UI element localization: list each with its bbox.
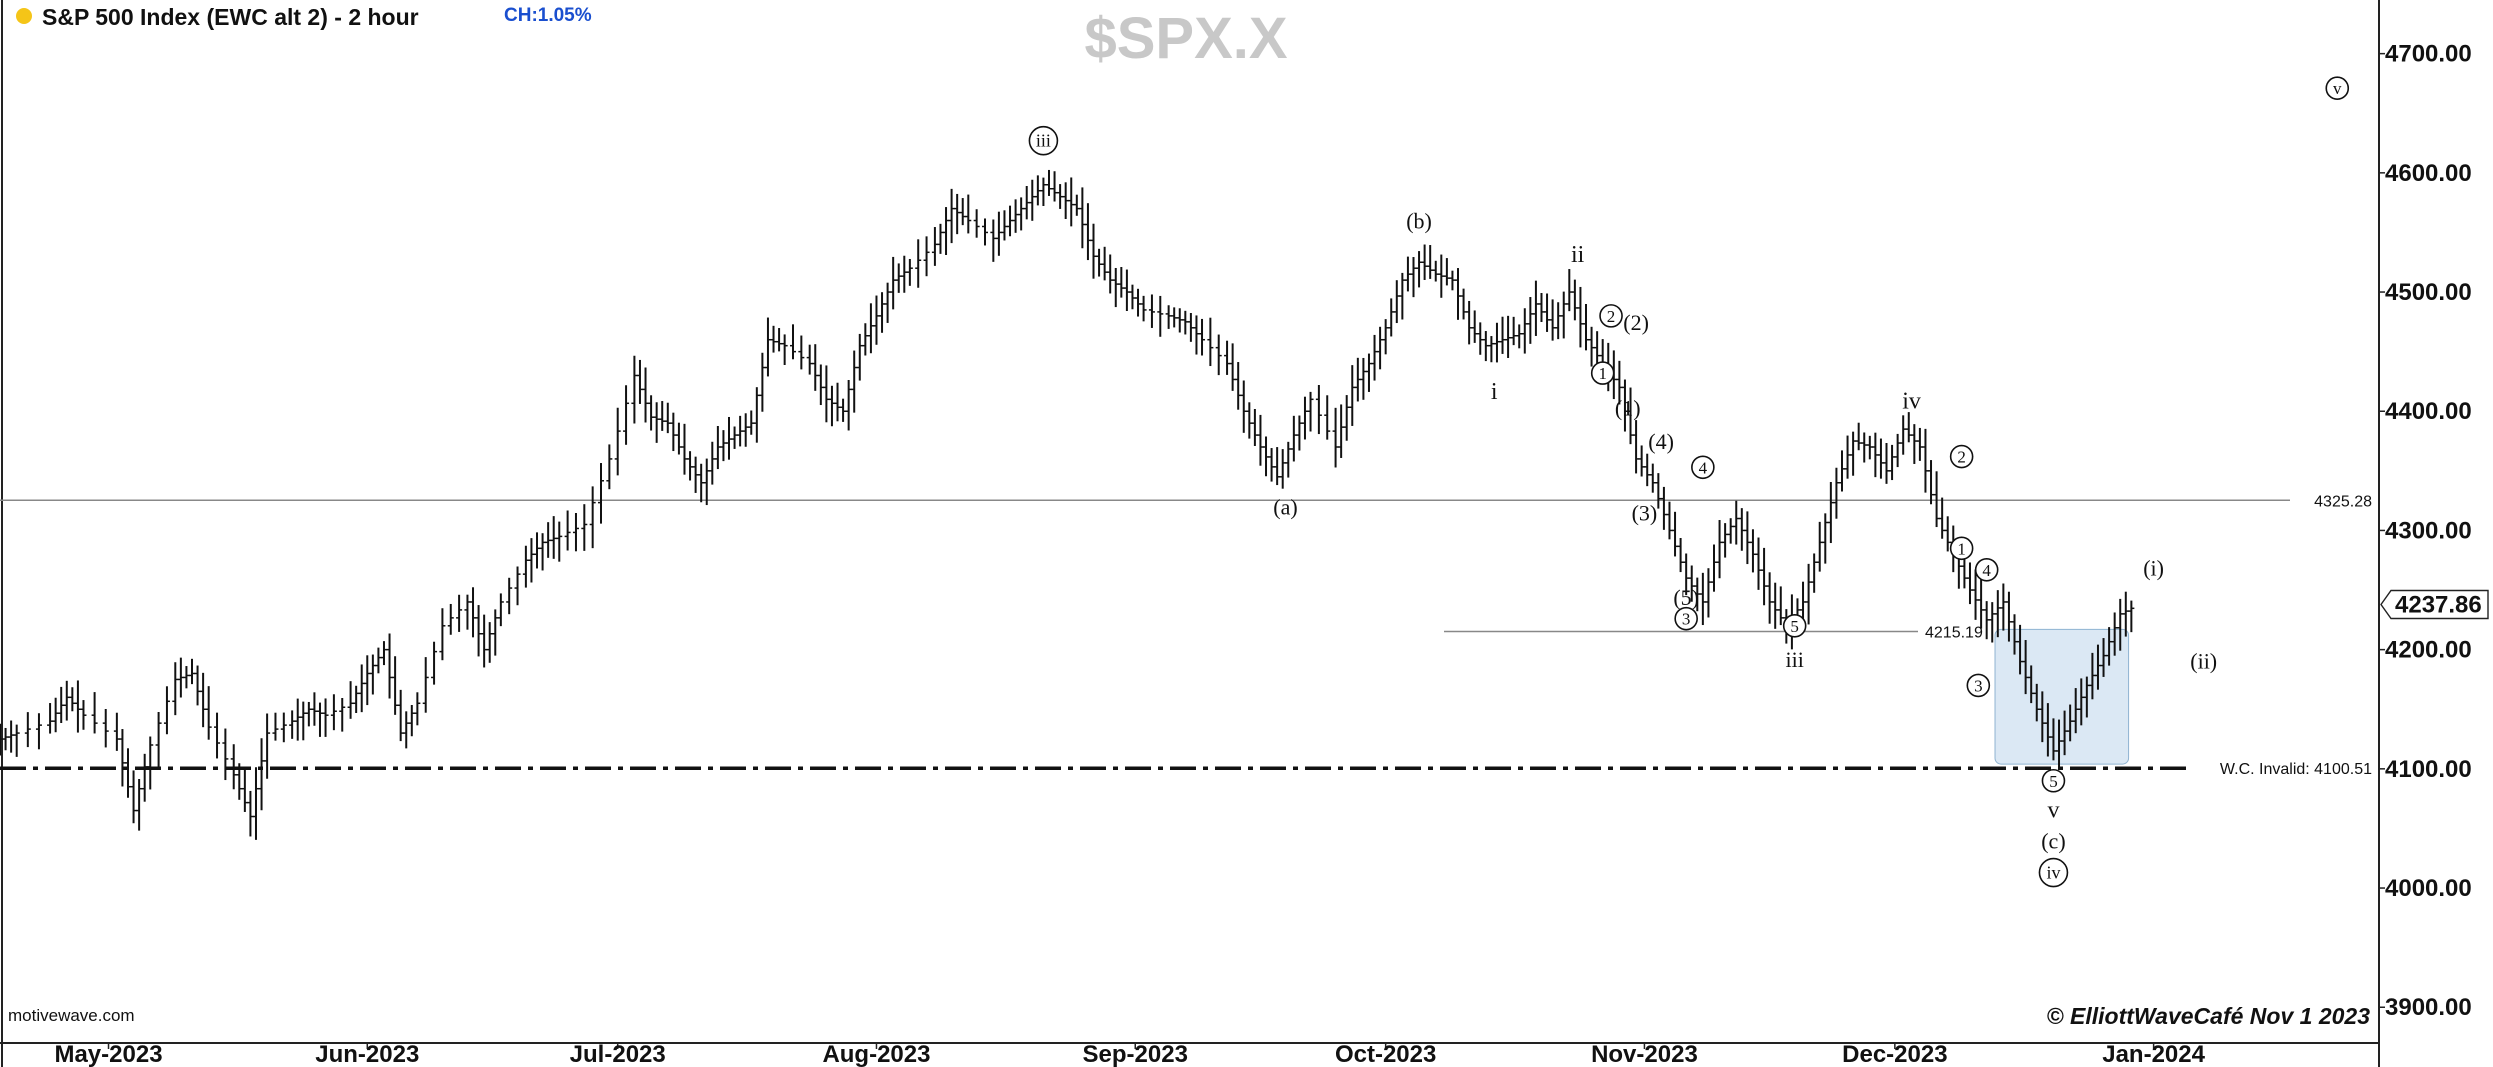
level-label: 4215.19 xyxy=(1925,625,1983,642)
wave-circle xyxy=(1782,613,1807,638)
last-price-marker xyxy=(2380,589,2489,620)
wave-label: 3 xyxy=(1974,676,1983,695)
x-tick-label: Aug-2023 xyxy=(822,1041,930,1067)
wave-circle xyxy=(1599,304,1623,328)
x-tick-label: Dec-2023 xyxy=(1842,1041,1947,1067)
y-tick-label: 4100.00 xyxy=(2385,756,2472,783)
wave-label: 4 xyxy=(1982,561,1991,580)
wave-circle xyxy=(1974,557,1999,582)
wave-circle xyxy=(1674,606,1698,631)
source-label: motivewave.com xyxy=(8,1006,135,1025)
wave-label: 2 xyxy=(1607,307,1616,326)
wave-label: iii xyxy=(1036,131,1051,151)
last-price-label: 4237.86 xyxy=(2395,592,2482,619)
wave-label: v xyxy=(2333,79,2342,98)
wave-label: (2) xyxy=(1623,310,1649,335)
wave-label: (c) xyxy=(2041,828,2065,853)
y-tick-label: 4400.00 xyxy=(2385,398,2472,425)
wave-label: (1) xyxy=(1615,396,1641,421)
highlight-zone xyxy=(1994,628,2130,765)
wave-circle xyxy=(1691,455,1715,480)
price-axis: 3900.00 4000.00 4100.00 4200.00 4300.00 4400.… xyxy=(2379,41,2489,1021)
wave-label: ii xyxy=(1571,242,1585,268)
wave-label: 1 xyxy=(1957,539,1966,558)
x-tick-label: Jul-2023 xyxy=(570,1041,666,1067)
wave-label: iv xyxy=(2046,863,2060,883)
wave-label: (b) xyxy=(1406,209,1432,234)
plot-area xyxy=(0,0,2379,1043)
x-tick-label: Nov-2023 xyxy=(1591,1041,1698,1067)
wave-label: v xyxy=(2047,797,2059,823)
wave-circle xyxy=(2038,857,2069,888)
wave-label: 5 xyxy=(2049,772,2058,791)
wave-label: (5) xyxy=(1673,585,1699,610)
wave-circle xyxy=(1949,444,1974,469)
wave-circle xyxy=(2041,768,2066,793)
time-axis: May-2023 Jun-2023 Jul-2023 Aug-2023 Sep-2023… xyxy=(54,1041,2205,1067)
y-tick-label: 4700.00 xyxy=(2385,41,2472,68)
x-tick-label: May-2023 xyxy=(54,1041,162,1067)
wave-label: 3 xyxy=(1682,610,1691,629)
wave-label: 2 xyxy=(1957,448,1966,467)
y-tick-label: 3900.00 xyxy=(2385,994,2472,1021)
price-bars xyxy=(0,169,2135,840)
status-dot xyxy=(16,8,32,24)
wave-label: (4) xyxy=(1648,429,1674,454)
level-label: 4325.28 xyxy=(2314,493,2372,510)
wave-label: iii xyxy=(1786,647,1804,672)
horizontal-levels: 4325.28 4215.19 W.C. Invalid: 4100.51 xyxy=(0,493,2372,778)
wave-labels: iii(b)ii2 (2)1(1)i(4)(3)4(a)(5)3 5iiiiv214… xyxy=(1028,76,2350,888)
y-tick-label: 4500.00 xyxy=(2385,279,2472,306)
y-tick-label: 4000.00 xyxy=(2385,875,2472,902)
x-tick-label: Sep-2023 xyxy=(1083,1041,1188,1067)
wave-label: i xyxy=(1491,379,1498,405)
x-tick-label: Oct-2023 xyxy=(1335,1041,1436,1067)
wave-circle xyxy=(1028,125,1059,156)
x-tick-label: Jun-2023 xyxy=(315,1041,419,1067)
wave-circle xyxy=(1949,536,1974,561)
symbol-watermark: $SPX.X xyxy=(1084,6,1287,71)
wave-target-box xyxy=(1994,628,2130,765)
wave-circle xyxy=(1966,673,1991,698)
x-tick-label: Jan-2024 xyxy=(2102,1041,2205,1067)
y-tick-label: 4200.00 xyxy=(2385,637,2472,664)
chart-title: S&P 500 Index (EWC alt 2) - 2 hour xyxy=(42,4,419,30)
wave-label: (ii) xyxy=(2190,648,2217,673)
y-tick-label: 4600.00 xyxy=(2385,160,2472,187)
wave-label: (i) xyxy=(2143,555,2164,580)
wave-label: (a) xyxy=(1273,495,1297,520)
wave-label: 4 xyxy=(1699,458,1708,477)
y-tick-label: 4300.00 xyxy=(2385,517,2472,544)
copyright-label: © ElliottWaveCafé Nov 1 2023 xyxy=(2047,1003,2371,1029)
wave-label: (3) xyxy=(1632,501,1658,526)
change-readout: CH:1.05% xyxy=(504,5,592,26)
wave-label: 5 xyxy=(1790,617,1799,636)
wave-circle xyxy=(1590,361,1615,385)
wave-label: iv xyxy=(1902,389,1921,415)
wave-label: 1 xyxy=(1598,364,1607,383)
wave-circle xyxy=(2325,76,2350,101)
invalidation-label: W.C. Invalid: 4100.51 xyxy=(2220,761,2372,778)
